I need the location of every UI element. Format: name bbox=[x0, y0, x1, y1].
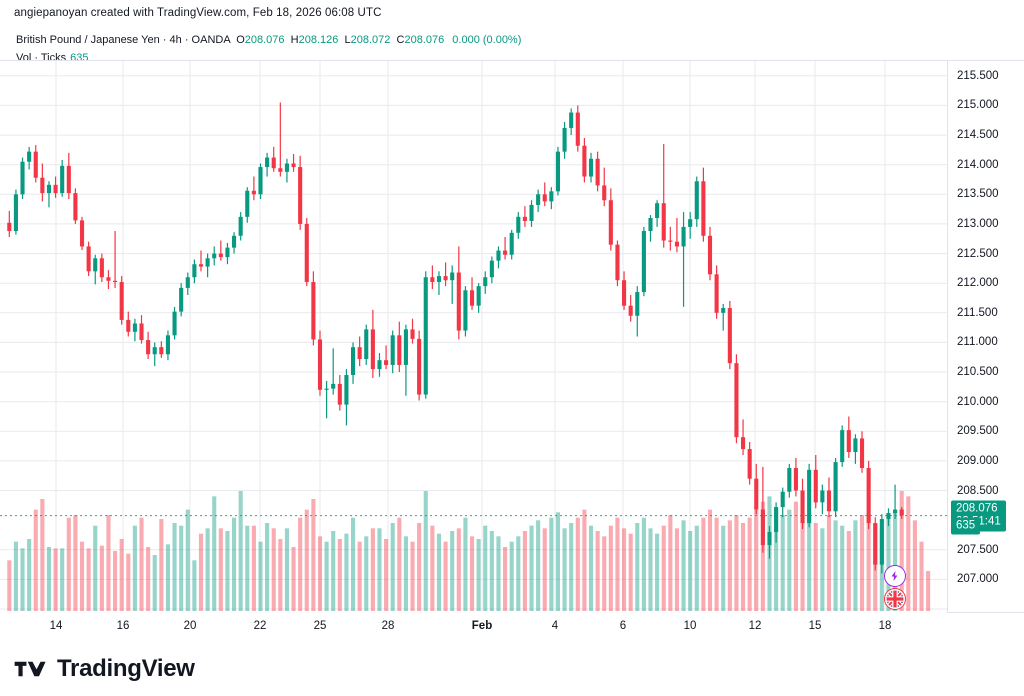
price-axis-label: 211.000 bbox=[957, 336, 998, 349]
time-axis-label: 16 bbox=[116, 620, 130, 632]
time-axis-label: 20 bbox=[183, 620, 197, 632]
tradingview-logo-text: TradingView bbox=[57, 654, 195, 682]
price-axis-label: 214.500 bbox=[957, 129, 999, 142]
high-value: 208.126 bbox=[298, 34, 339, 46]
price-axis-label: 214.000 bbox=[957, 158, 999, 171]
price-axis-label: 209.500 bbox=[957, 425, 999, 438]
price-axis-label: 212.500 bbox=[957, 247, 999, 260]
price-axis-label: 209.000 bbox=[957, 454, 999, 467]
price-axis-label: 215.500 bbox=[957, 69, 999, 82]
price-axis-label: 215.000 bbox=[957, 99, 999, 112]
interval-label[interactable]: 4h bbox=[169, 34, 182, 46]
tradingview-logo-icon bbox=[14, 661, 46, 676]
exchange-label: OANDA bbox=[191, 34, 231, 46]
time-scale[interactable]: 14 16 20 22 25 28 Feb 4 6 10 12 15 18 bbox=[0, 611, 947, 641]
time-axis-label: 22 bbox=[253, 620, 267, 632]
time-axis-label: 12 bbox=[748, 620, 762, 632]
union-jack-glyph bbox=[886, 590, 904, 608]
economic-event-gbp-flag-icon[interactable] bbox=[884, 588, 906, 610]
change-value: 0.000 (0.00%) bbox=[452, 34, 522, 46]
price-axis-label: 213.000 bbox=[957, 217, 999, 230]
time-axis-label: 4 bbox=[551, 620, 559, 632]
time-axis-label: 28 bbox=[381, 620, 395, 632]
time-axis-label: 10 bbox=[683, 620, 697, 632]
price-axis-label: 208.500 bbox=[957, 484, 999, 497]
volume-value-badge[interactable]: 635 bbox=[951, 517, 981, 535]
close-value: 208.076 bbox=[404, 34, 445, 46]
bolt-glyph bbox=[891, 571, 898, 581]
current-price-value: 208.076 bbox=[956, 502, 998, 515]
low-key: L bbox=[344, 34, 351, 46]
symbol-name[interactable]: British Pound / Japanese Yen bbox=[16, 34, 160, 46]
price-axis-label: 210.500 bbox=[957, 366, 999, 378]
footer-bar: TradingView bbox=[0, 641, 1024, 696]
price-axis-label: 212.000 bbox=[957, 277, 999, 290]
price-axis-label: 213.500 bbox=[957, 188, 999, 201]
legend-sep-1: · bbox=[159, 34, 170, 46]
time-axis-label: 14 bbox=[49, 620, 63, 632]
close-key: C bbox=[396, 34, 405, 46]
price-axis-label: 207.000 bbox=[957, 573, 999, 586]
attribution-text: angiepanoyan created with TradingView.co… bbox=[14, 7, 382, 19]
price-axis-label: 207.500 bbox=[957, 543, 999, 556]
time-axis-label: 18 bbox=[878, 620, 892, 632]
high-key: H bbox=[290, 34, 299, 46]
time-axis-label: 6 bbox=[619, 620, 627, 632]
legend-row-symbol: British Pound / Japanese Yen · 4h · OAND… bbox=[16, 33, 521, 48]
candlestick-chart bbox=[0, 61, 947, 612]
time-axis-label: Feb bbox=[471, 620, 493, 632]
time-axis-label: 15 bbox=[808, 620, 822, 632]
time-axis-label: 25 bbox=[313, 620, 327, 632]
price-axis-label: 210.000 bbox=[957, 395, 999, 408]
price-axis-label: 211.500 bbox=[957, 306, 998, 319]
economic-event-bolt-icon[interactable] bbox=[884, 565, 906, 587]
low-value: 208.072 bbox=[350, 34, 391, 46]
tradingview-logo[interactable]: TradingView bbox=[14, 655, 195, 683]
open-value: 208.076 bbox=[244, 34, 285, 46]
chart-pane[interactable] bbox=[0, 60, 947, 613]
legend-sep-2: · bbox=[181, 34, 192, 46]
price-scale[interactable]: 215.500 215.000 214.500 214.000 213.500 213.0… bbox=[947, 60, 1024, 613]
open-key: O bbox=[236, 34, 245, 46]
